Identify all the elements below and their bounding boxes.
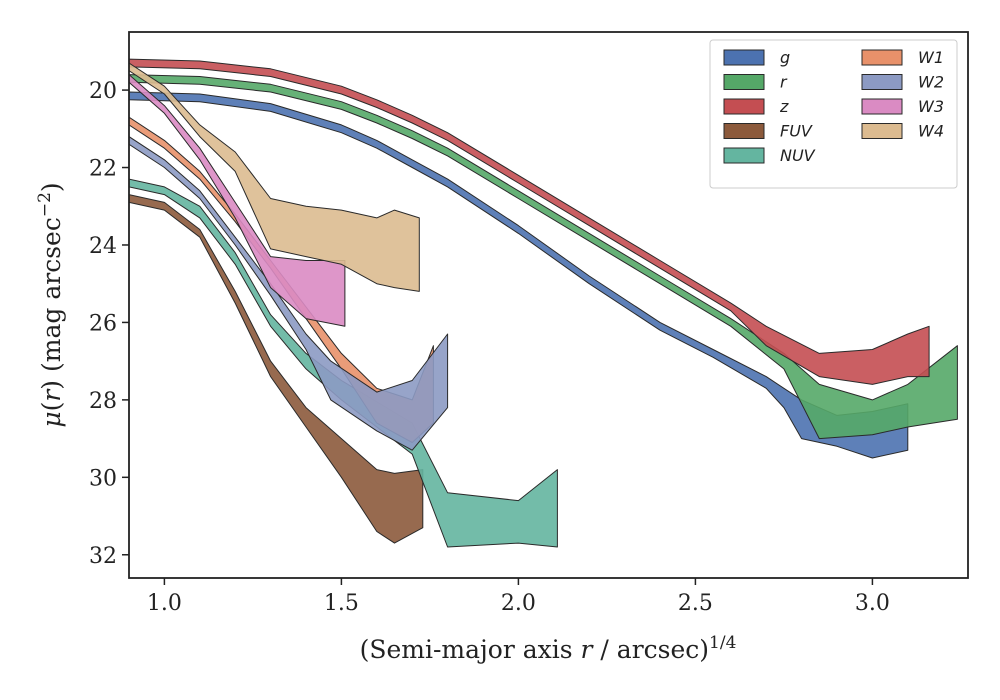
y-tick-label: 30 [89, 466, 117, 491]
y-axis-ticks: 20 22 24 26 28 30 32 [89, 79, 129, 569]
legend-swatch-r [723, 74, 765, 90]
plot-frame [128, 31, 969, 579]
band-r [129, 74, 958, 440]
legend-label-nuv: NUV [780, 146, 816, 165]
legend-swatch-w2 [861, 74, 903, 90]
legend-swatch-w4 [861, 123, 903, 139]
legend-label-fuv: FUV [780, 122, 813, 141]
y-tick-label: 32 [89, 544, 117, 569]
band-nuv [129, 178, 558, 548]
legend-label-w3: W3 [918, 97, 944, 116]
x-tick-label: 2.5 [678, 591, 713, 616]
legend-label-w2: W2 [918, 73, 944, 92]
profile-bands [129, 58, 958, 548]
x-axis-ticks: 1.0 1.5 2.0 2.5 3.0 [147, 578, 890, 616]
legend-label-r: r [780, 73, 788, 92]
band-w3 [129, 74, 346, 327]
y-tick-label: 24 [89, 234, 117, 259]
band-z [129, 58, 930, 385]
legend-label-w4: W4 [918, 122, 944, 141]
legend-swatch-g [723, 49, 765, 66]
y-axis-label: μ(r) (mag arcsec−2) [35, 182, 66, 427]
legend-label-w1: W1 [918, 48, 944, 67]
x-tick-label: 2.0 [501, 591, 536, 616]
legend-swatch-w3 [861, 98, 903, 115]
y-tick-label: 26 [89, 311, 117, 336]
x-tick-label: 1.5 [324, 591, 359, 616]
legend: grz FUV NUV W1 W2 W3 W4 [709, 39, 958, 189]
legend-swatch-w1 [861, 49, 903, 66]
legend-swatch-fuv [723, 123, 765, 139]
band-w4 [129, 62, 420, 292]
plot-area [128, 31, 969, 579]
legend-swatch-z [723, 98, 765, 115]
x-axis-label: (Semi-major axis r / arcsec)1/4 [360, 633, 737, 664]
legend-label-g: g [780, 48, 790, 67]
legend-swatch-nuv [723, 147, 765, 164]
legend-items: grz FUV NUV W1 W2 W3 W4 [723, 48, 944, 165]
y-tick-label: 28 [89, 389, 117, 414]
legend-label-z: z [779, 97, 789, 116]
y-tick-label: 22 [89, 157, 117, 182]
band-w2 [129, 136, 449, 451]
y-tick-label: 20 [89, 79, 117, 104]
x-tick-label: 3.0 [855, 591, 890, 616]
x-tick-label: 1.0 [147, 591, 182, 616]
band-fuv [129, 194, 424, 544]
